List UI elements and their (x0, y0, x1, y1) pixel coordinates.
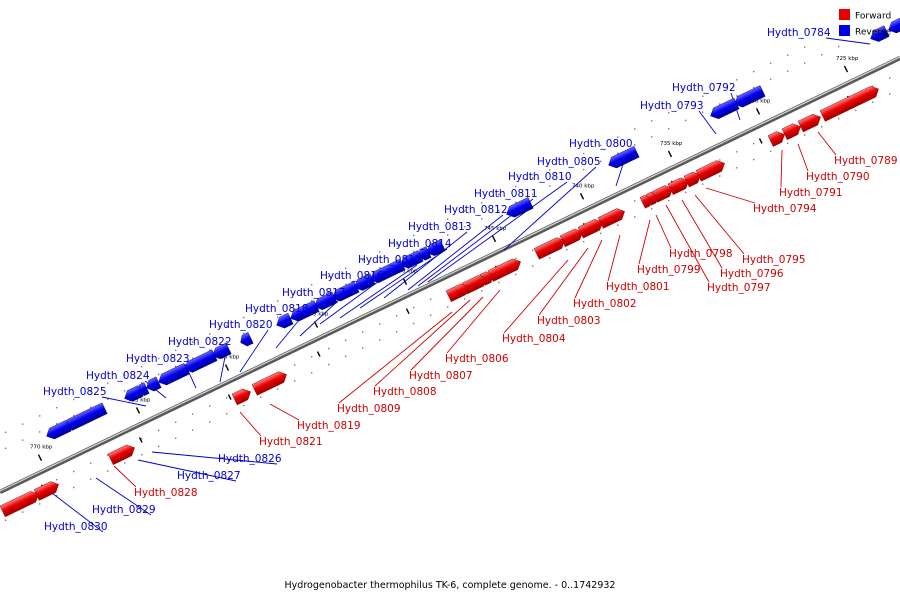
gene-label-hydth-0818: Hydth_0818 (245, 303, 309, 315)
gene-label-hydth-0795: Hydth_0795 (742, 254, 806, 266)
gene-label-hydth-0796: Hydth_0796 (720, 268, 784, 280)
backbone (0, 55, 900, 495)
legend-forward-swatch (839, 9, 850, 20)
gene-glyph-hydth-0799 (639, 194, 651, 209)
gene-glyph-hydth-0784 (888, 17, 900, 34)
gene-label-hydth-0789: Hydth_0789 (834, 155, 898, 167)
gene-label-hydth-0799: Hydth_0799 (637, 264, 701, 276)
gene-label-hydth-0824: Hydth_0824 (86, 370, 150, 382)
gene-glyph-hydth-0795 (683, 171, 701, 188)
tick-label: 735 kbp (660, 141, 683, 147)
gene-label-hydth-0827: Hydth_0827 (177, 470, 241, 482)
gene-glyph-hydth-0805 (506, 197, 534, 218)
legend-reverse-label: Reverse (855, 28, 892, 38)
genome-caption: Hydrogenobacter thermophilus TK-6, compl… (285, 580, 616, 591)
tick-label: 765 kbp (128, 397, 151, 403)
gene-label-hydth-0810: Hydth_0810 (508, 171, 572, 183)
gene-label-hydth-0807: Hydth_0807 (409, 370, 473, 382)
gene-labels: Hydth_0784 Hydth_0789 Hydth_0790 Hydth_0791… (43, 27, 898, 533)
gene-glyph-hydth-0829 (46, 419, 72, 440)
gene-glyph-hydth-0818 (276, 312, 294, 329)
gene-glyph-hydth-0791 (781, 123, 801, 140)
gene-glyph-hydth-0794 (695, 160, 725, 182)
gene-glyph-hydth-0802 (577, 219, 603, 239)
gene-label-hydth-0808: Hydth_0808 (373, 386, 437, 398)
gene-label-hydth-0793: Hydth_0793 (640, 100, 704, 112)
gene-glyph-hydth-0824 (158, 363, 190, 386)
legend: Forward Reverse (839, 9, 892, 38)
gene-label-hydth-0828: Hydth_0828 (134, 487, 198, 499)
gene-label-hydth-0812: Hydth_0812 (444, 204, 508, 216)
tick-label: 745 kbp (484, 226, 507, 232)
gene-glyph-hydth-0790 (797, 113, 821, 133)
gene-label-hydth-0829: Hydth_0829 (92, 504, 156, 516)
gene-label-hydth-0826: Hydth_0826 (218, 453, 282, 465)
gene-glyph-hydth-0827 (124, 385, 144, 402)
gene-glyph-hydth-0793 (710, 97, 740, 120)
gene-glyph-hydth-0828 (107, 444, 135, 465)
gene-glyph-hydth-0825 (146, 376, 162, 392)
gene-label-hydth-0820: Hydth_0820 (209, 319, 273, 331)
gene-label-hydth-0819: Hydth_0819 (297, 420, 361, 432)
tick-label: 750 kbp (395, 269, 418, 275)
gene-label-hydth-0817: Hydth_0817 (282, 287, 346, 299)
tick-label: 730 kbp (748, 98, 771, 104)
gene-label-hydth-0830: Hydth_0830 (44, 521, 108, 533)
gene-label-hydth-0806: Hydth_0806 (445, 353, 509, 365)
gene-glyph-hydth-0820 (240, 332, 254, 347)
gene-glyph-hydth-0789 (819, 85, 879, 122)
tick-label: 760 kbp (217, 355, 240, 361)
gene-label-hydth-0821: Hydth_0821 (259, 436, 323, 448)
gene-glyphs (0, 17, 900, 518)
tick-label: 770 kbp (30, 445, 53, 451)
gene-label-hydth-0822: Hydth_0822 (168, 336, 232, 348)
gene-glyph-hydth-0819 (251, 371, 287, 396)
gene-label-hydth-0794: Hydth_0794 (753, 203, 817, 215)
gene-label-hydth-0823: Hydth_0823 (126, 353, 190, 365)
gene-label-hydth-0805: Hydth_0805 (537, 156, 601, 168)
gene-label-hydth-0816: Hydth_0816 (320, 270, 384, 282)
gene-glyph-hydth-0809 (445, 283, 469, 302)
gene-label-hydth-0803: Hydth_0803 (537, 315, 601, 327)
gene-label-hydth-0797: Hydth_0797 (707, 282, 771, 294)
gene-glyph-hydth-0803 (559, 228, 583, 248)
tick-label: 755 kbp (306, 312, 329, 318)
gene-glyph-hydth-0821 (231, 388, 251, 406)
gene-label-hydth-0804: Hydth_0804 (502, 333, 566, 345)
legend-reverse-swatch (839, 25, 850, 36)
gene-glyph-hydth-0791 (767, 131, 785, 147)
gene-glyph-hydth-0804 (533, 237, 565, 260)
tick-label: 740 kbp (572, 183, 595, 189)
scale-ticks: 725 kbp 730 kbp 735 kbp 740 kbp 745 kbp 750 k… (30, 56, 859, 491)
gene-label-hydth-0825: Hydth_0825 (43, 386, 107, 398)
gene-label-hydth-0790: Hydth_0790 (806, 171, 870, 183)
legend-forward-label: Forward (855, 12, 891, 22)
gene-glyph-hydth-0830 (33, 481, 59, 501)
gene-label-hydth-0791: Hydth_0791 (779, 187, 843, 199)
gene-glyph-hydth-0801 (597, 208, 625, 229)
gene-label-hydth-0811: Hydth_0811 (474, 188, 538, 200)
gene-label-hydth-0801: Hydth_0801 (606, 281, 670, 293)
gene-glyph-hydth-0830 (0, 491, 39, 518)
gene-label-hydth-0792: Hydth_0792 (672, 82, 736, 94)
gene-glyph-hydth-0800 (608, 146, 640, 169)
gene-label-hydth-0800: Hydth_0800 (569, 138, 633, 150)
gene-glyph-hydth-0806 (487, 258, 521, 282)
gene-glyph-hydth-0784 (870, 25, 890, 42)
gene-label-hydth-0814: Hydth_0814 (388, 238, 452, 250)
gene-label-hydth-0809: Hydth_0809 (337, 403, 401, 415)
gene-label-hydth-0784: Hydth_0784 (767, 27, 831, 39)
gene-label-hydth-0798: Hydth_0798 (669, 248, 733, 260)
gene-label-hydth-0802: Hydth_0802 (573, 298, 637, 310)
gene-label-hydth-0813: Hydth_0813 (408, 221, 472, 233)
tick-label: 725 kbp (836, 56, 859, 62)
gene-label-hydth-0815: Hydth_0815 (358, 254, 422, 266)
gene-glyph-hydth-0817 (290, 300, 320, 322)
gene-glyph-hydth-0796 (667, 177, 689, 195)
